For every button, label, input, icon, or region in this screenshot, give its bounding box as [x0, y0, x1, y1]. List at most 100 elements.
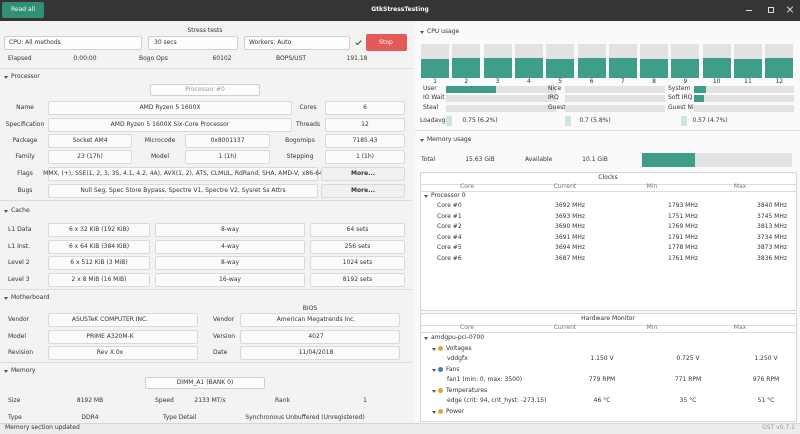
field-box [310, 273, 405, 288]
button-label: More... [351, 187, 375, 194]
sensor-value: 976 RPM [752, 376, 780, 383]
clock-value: 3836 MHz [757, 254, 788, 262]
field-value: 1024 sets [342, 259, 373, 267]
field-value: Rev X.0x [96, 349, 124, 356]
field-value: 1 (1h) [218, 153, 237, 160]
field-label: Model [150, 153, 170, 160]
clock-value: 1761 MHz [668, 254, 699, 262]
stat-track [694, 85, 794, 93]
clock-value: 3813 MHz [757, 223, 788, 230]
core-usage-bar [608, 57, 637, 78]
field-box [325, 118, 405, 132]
stat-track [694, 94, 794, 102]
stat-label: Elapsed [8, 55, 32, 62]
stat-label: BOPS/UST [276, 55, 307, 62]
field-value: 1 [363, 397, 367, 404]
column-header: Max [733, 183, 747, 190]
combo-label: 30 secs [154, 39, 177, 46]
sensor-value: 1.250 V [754, 355, 778, 362]
start-check[interactable] [355, 38, 362, 46]
core-label: 1 [433, 78, 437, 85]
loadavg-value: 0.57 (4.7%) [692, 117, 728, 124]
field-value: 11/04/2018 [298, 349, 334, 356]
expander-arrow [420, 139, 424, 142]
field-box [310, 223, 405, 237]
separator [0, 200, 412, 201]
expander-arrow [4, 76, 8, 79]
combo-box[interactable] [148, 36, 238, 50]
combo-box[interactable] [244, 36, 350, 50]
core-name: Core #1 [437, 212, 462, 220]
more-button[interactable] [321, 167, 405, 181]
core-usage-bar [514, 58, 543, 78]
core-label: 4 [526, 78, 531, 85]
field-label: L1 Inst. [8, 242, 31, 250]
stat-label: Total [421, 156, 436, 163]
stat-value: 10.1 GiB [582, 156, 608, 163]
core-label: 5 [558, 78, 563, 85]
table [420, 313, 797, 422]
core-name: Core #2 [437, 223, 462, 230]
loadavg-indicator [446, 116, 452, 126]
expander-arrow [424, 337, 428, 340]
stat-track [446, 104, 556, 112]
stat-label: User [423, 85, 437, 92]
stat-label: Guest [548, 104, 566, 111]
separator [0, 289, 412, 290]
stat-track [694, 104, 794, 112]
field-label: Vendor [8, 316, 30, 323]
core-name: Core #5 [437, 244, 462, 251]
maximize-icon[interactable] [768, 7, 774, 13]
clock-value: 3693 MHz [555, 212, 586, 220]
field-box [48, 150, 132, 164]
tree-group: Temperatures [446, 386, 488, 394]
combo-box[interactable] [150, 84, 260, 96]
core-usage-bar [734, 59, 762, 78]
stat-value: 0:00:00 [73, 55, 97, 62]
separator [0, 362, 412, 363]
field-value: 2133 MT/s [194, 397, 226, 404]
section-title: CPU usage [427, 28, 460, 35]
clock-value: 1751 MHz [668, 212, 699, 220]
section-title: Processor [11, 73, 40, 80]
field-label: Package [12, 137, 38, 144]
field-label: Type [8, 414, 22, 421]
core-usage-bar [671, 59, 700, 78]
field-value: ASUSTeK COMPUTER INC. [71, 316, 149, 323]
core-label: 8 [652, 78, 657, 85]
expander-arrow [432, 347, 436, 351]
field-label: Specification [5, 121, 45, 128]
field-value: 7185.43 [352, 137, 378, 144]
combo-box[interactable] [145, 377, 265, 389]
combo-box[interactable] [4, 36, 142, 50]
core-label: 9 [683, 78, 688, 85]
stop-button[interactable] [366, 34, 407, 51]
group-icon [438, 367, 443, 372]
field-label: Model [8, 332, 27, 340]
field-value: 23 (17h) [77, 153, 103, 160]
core-label: 12 [775, 78, 784, 85]
section-title: Memory usage [427, 136, 472, 143]
field-box [48, 329, 198, 344]
field-label: Flags [17, 170, 33, 177]
core-name: Core #6 [437, 254, 462, 262]
stat-track [446, 85, 556, 93]
field-label: Stepping [286, 153, 314, 160]
clock-value: 3840 MHz [757, 202, 788, 209]
stat-track [565, 104, 665, 112]
clock-value: 3690 MHz [555, 223, 586, 230]
table-title: Hardware Monitor [581, 315, 635, 322]
minimize-icon[interactable] [746, 10, 752, 11]
column-header: Current [553, 183, 577, 190]
clock-value: 3692 MHz [555, 202, 586, 209]
stat-bar [694, 94, 704, 102]
core-usage-bar [452, 57, 481, 78]
field-value: 0x8001137 [210, 137, 245, 144]
field-label: Name [16, 104, 34, 111]
expander-arrow [4, 297, 8, 300]
section-title: Memory [11, 367, 36, 374]
read-all-button[interactable] [2, 2, 44, 18]
more-button[interactable] [321, 184, 405, 198]
field-box [325, 150, 405, 164]
field-value: 16-way [219, 276, 241, 284]
